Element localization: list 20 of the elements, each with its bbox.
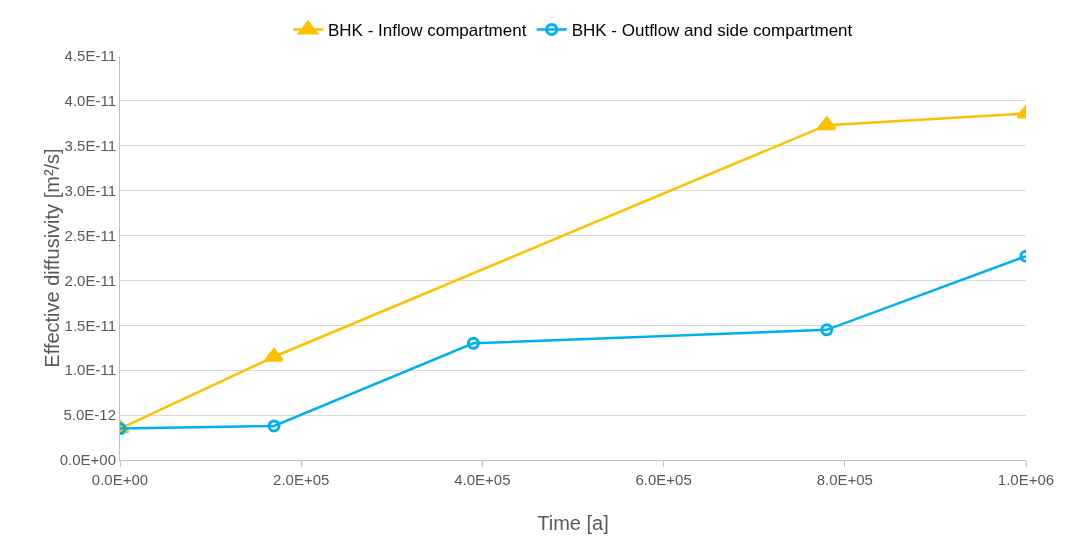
- y-tick-label: 2.5E-11: [64, 226, 116, 244]
- x-tick-label: 1.0E+06: [997, 471, 1055, 488]
- x-tick-label: 2.0E+05: [273, 471, 330, 488]
- y-tick-label: 1.5E-11: [64, 316, 116, 334]
- x-axis-title: Time [a]: [537, 512, 609, 534]
- y-tick-label: 2.0E-11: [64, 271, 116, 289]
- y-tick-label: 0.0E+00: [59, 451, 116, 469]
- y-tick-label: 1.0E-11: [64, 361, 116, 379]
- x-tick-label: 8.0E+05: [816, 471, 873, 488]
- x-tick-label: 4.0E+05: [454, 471, 511, 488]
- y-tick-label: 3.0E-11: [64, 181, 116, 199]
- x-tick-label: 6.0E+05: [635, 471, 692, 488]
- y-axis-title: Effective diffusivity [m²/s]: [40, 148, 63, 368]
- y-tick-label: 4.0E-11: [64, 92, 116, 110]
- y-tick-label: 4.5E-11: [64, 47, 116, 65]
- x-tick-label: 0.0E+00: [91, 471, 149, 488]
- y-tick-label: 5.0E-12: [63, 406, 116, 424]
- legend-label: BHK - Outflow and side compartment: [571, 21, 853, 41]
- y-tick-label: 3.5E-11: [64, 137, 116, 155]
- legend-label: BHK - Inflow compartment: [328, 21, 527, 41]
